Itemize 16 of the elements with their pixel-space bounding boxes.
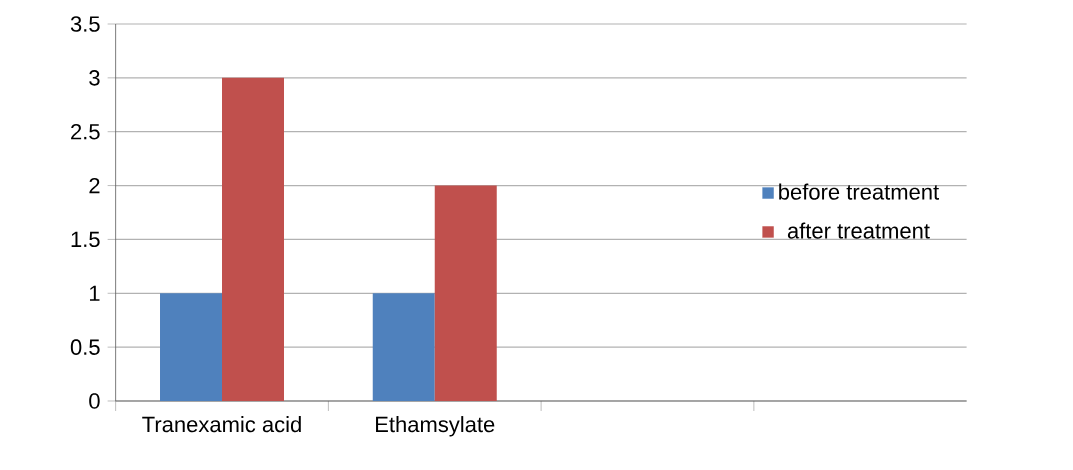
x-tick-label: Ethamsylate [376, 416, 495, 437]
bar [372, 293, 435, 401]
legend-label: after treatment [787, 222, 930, 239]
y-tick-label: 0 [89, 393, 100, 409]
y-tick-label: 0.5 [70, 339, 100, 355]
bar [160, 293, 222, 401]
y-tick-label: 3.5 [70, 16, 100, 32]
y-tick-label: 1 [89, 285, 100, 301]
y-tick-label: 2 [89, 177, 100, 194]
bar [222, 77, 284, 401]
bar [434, 185, 497, 401]
y-tick-label: 3 [89, 70, 100, 86]
legend-label: before treatment [779, 183, 939, 200]
y-tick-label: 2.5 [71, 123, 100, 140]
y-tick-label: 1.5 [71, 231, 100, 248]
x-tick-label: Tranexamic acid [142, 416, 301, 433]
